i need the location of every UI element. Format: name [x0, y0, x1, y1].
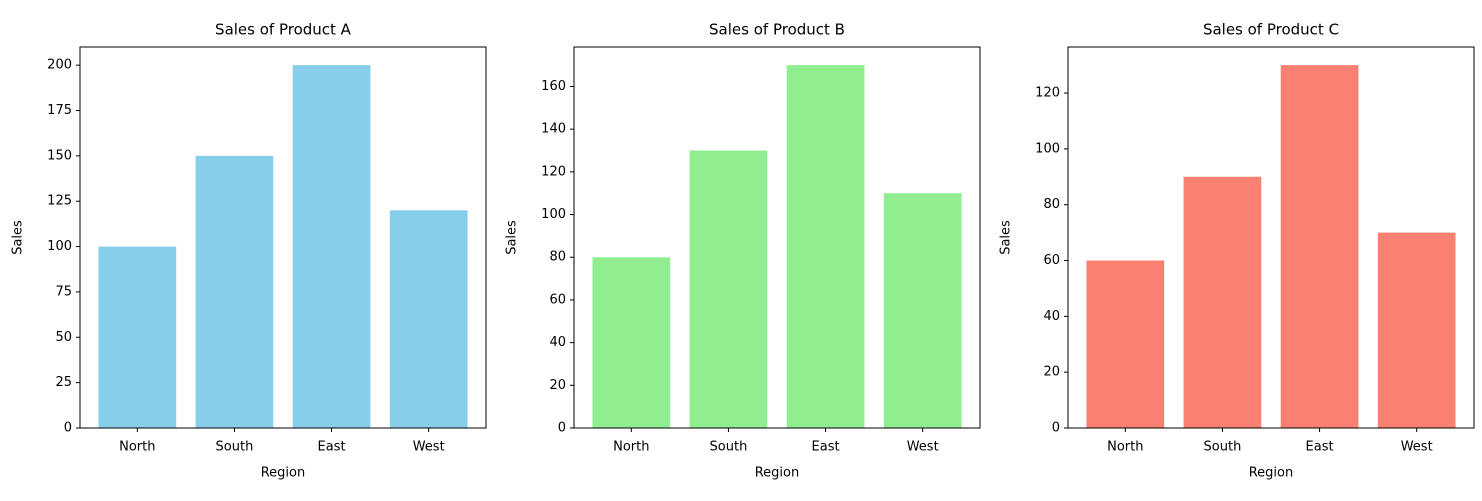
y-tick-label: 175	[47, 103, 72, 118]
y-tick-label: 80	[1043, 197, 1060, 212]
y-tick-label: 0	[1052, 421, 1060, 436]
x-tick-label: South	[1204, 440, 1242, 455]
bar	[1183, 176, 1262, 428]
plot-frame	[1067, 46, 1475, 429]
y-tick-label: 150	[47, 148, 72, 163]
y-tick-label: 100	[541, 207, 566, 222]
bar	[389, 210, 468, 428]
y-tick-label: 0	[558, 421, 566, 436]
y-tick-label: 20	[1043, 365, 1060, 380]
y-tick-label: 125	[47, 194, 72, 209]
y-axis-label: Sales	[505, 220, 520, 255]
y-axis-label: Sales	[999, 220, 1014, 255]
chart-title: Sales of Product B	[709, 21, 845, 39]
y-axis-label: Sales	[11, 220, 26, 255]
y-tick-label: 0	[64, 421, 72, 436]
bar	[689, 150, 768, 429]
bar	[592, 257, 671, 428]
y-tick-label: 40	[549, 335, 566, 350]
x-tick-label: North	[1107, 440, 1143, 455]
y-tick-label: 20	[549, 378, 566, 393]
plot-frame	[573, 46, 981, 429]
x-tick-label: North	[119, 440, 155, 455]
x-tick-label: South	[216, 440, 254, 455]
x-tick-label: West	[907, 440, 939, 455]
y-tick-label: 120	[541, 164, 566, 179]
x-tick-label: West	[413, 440, 445, 455]
x-axis-label: Region	[261, 466, 306, 481]
bar	[292, 65, 371, 429]
y-tick-label: 50	[55, 330, 72, 345]
y-tick-label: 60	[549, 292, 566, 307]
y-tick-label: 40	[1043, 309, 1060, 324]
bar	[1086, 260, 1165, 428]
y-tick-label: 100	[47, 239, 72, 254]
y-tick-label: 140	[541, 122, 566, 137]
y-tick-label: 200	[47, 58, 72, 73]
bar	[98, 246, 177, 428]
x-axis-label: Region	[1249, 466, 1294, 481]
x-tick-label: West	[1401, 440, 1433, 455]
x-tick-label: East	[1306, 440, 1334, 455]
x-tick-label: North	[613, 440, 649, 455]
y-tick-label: 100	[1035, 141, 1060, 156]
y-tick-label: 60	[1043, 253, 1060, 268]
bar	[195, 155, 274, 428]
plot-frame	[79, 46, 487, 429]
x-tick-label: South	[710, 440, 748, 455]
y-tick-label: 75	[55, 284, 72, 299]
bar	[883, 193, 962, 428]
y-tick-label: 120	[1035, 86, 1060, 101]
chart-title: Sales of Product C	[1203, 21, 1339, 39]
y-tick-label: 160	[541, 79, 566, 94]
y-tick-label: 25	[55, 375, 72, 390]
bar	[1377, 232, 1456, 428]
y-tick-label: 80	[549, 250, 566, 265]
chart-title: Sales of Product A	[215, 21, 352, 39]
x-tick-label: East	[812, 440, 840, 455]
bar	[786, 65, 865, 429]
x-tick-label: East	[318, 440, 346, 455]
bar	[1280, 65, 1359, 429]
x-axis-label: Region	[755, 466, 800, 481]
